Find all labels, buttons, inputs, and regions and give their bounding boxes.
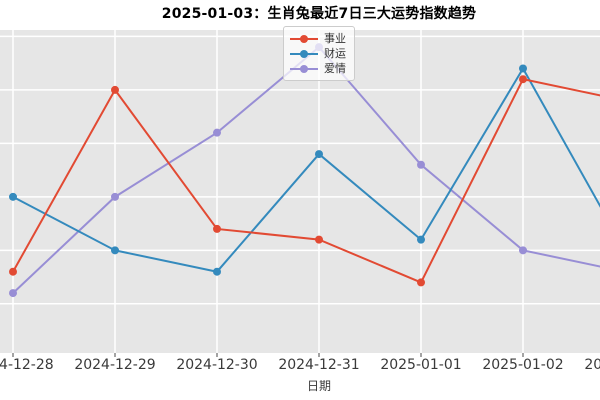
chart-title: 2025-01-03：生肖兔最近7日三大运势指数趋势 <box>161 6 477 22</box>
legend-marker-love <box>290 64 318 73</box>
legend-item-wealth: 财运 <box>290 46 346 61</box>
x-axis-title: 日期 <box>306 379 331 393</box>
legend-marker-wealth <box>290 49 318 58</box>
legend-label-career: 事业 <box>324 32 346 45</box>
legend-item-career: 事业 <box>290 31 346 46</box>
legend-label-love: 爱情 <box>324 62 346 75</box>
legend-item-love: 爱情 <box>290 61 346 76</box>
legend-label-wealth: 财运 <box>324 47 346 60</box>
legend-marker-career <box>290 34 318 43</box>
legend: 事业 财运 爱情 <box>283 26 355 81</box>
